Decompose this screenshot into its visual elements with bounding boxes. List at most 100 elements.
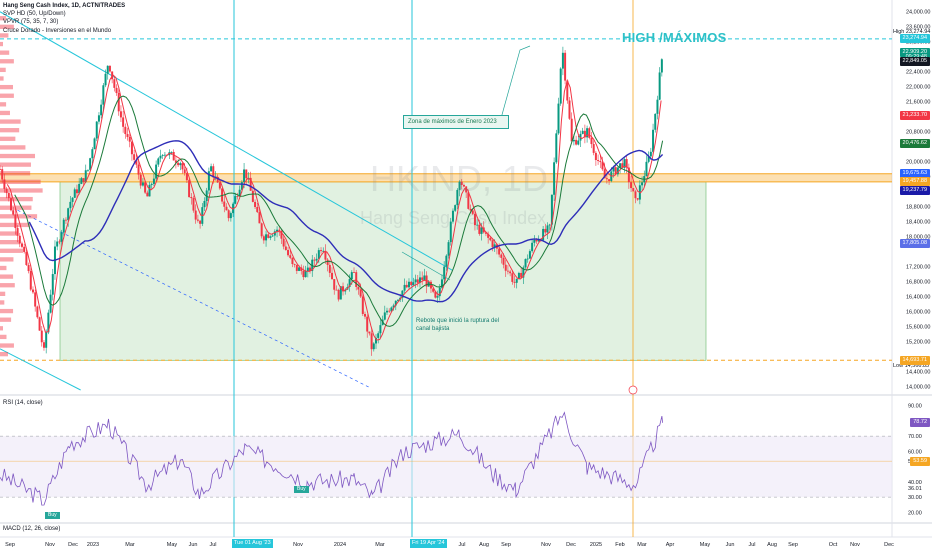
time-tick-label: Apr [666, 542, 675, 548]
candle-body [405, 284, 408, 288]
volume-profile-bar [0, 291, 6, 296]
rsi-tick-label: 20.00 [908, 510, 922, 516]
candle-body [273, 231, 276, 236]
candle-body [82, 178, 85, 183]
candle-body [225, 206, 228, 211]
candle-body [174, 160, 177, 163]
time-tick-label: 2024 [334, 542, 346, 548]
volume-profile-bar [0, 24, 14, 29]
candle-body [271, 235, 274, 237]
rebote-annotation[interactable]: Rebote que inició la ruptura del canal b… [416, 318, 500, 332]
candle-body [656, 99, 659, 114]
candle-body [256, 206, 259, 213]
volume-profile-bar [0, 93, 14, 98]
candle-body [339, 286, 342, 300]
candle-body [599, 161, 602, 163]
candle-body [42, 342, 45, 348]
candle-body [396, 299, 399, 301]
candle-body [95, 121, 98, 139]
time-tick-label: 2023 [87, 542, 99, 548]
candle-body [62, 219, 65, 233]
candle-body [401, 290, 404, 298]
time-tick-label: Dec [884, 542, 894, 548]
candle-body [185, 173, 188, 181]
candle-body [119, 111, 122, 118]
candle-body [616, 167, 619, 175]
candle-body [210, 166, 213, 172]
legend-indicator-svp[interactable]: SVP HD (50, Up/Down) [3, 11, 66, 18]
candle-body [181, 163, 184, 170]
candle-body [456, 189, 459, 206]
rsi-pane-label[interactable]: RSI (14, close) [3, 400, 43, 406]
candle-body [383, 312, 386, 320]
price-tick-label: 20,800.00 [906, 130, 930, 136]
candle-body [557, 103, 560, 134]
candle-body [322, 250, 325, 252]
volume-profile-bar [0, 274, 14, 279]
price-badge: 17,805.08 [899, 239, 930, 249]
candle-body [575, 139, 578, 145]
candle-body [93, 138, 96, 150]
candle-body [194, 210, 197, 220]
candle-body [56, 241, 59, 247]
candle-body [597, 160, 600, 162]
candle-body [517, 272, 520, 279]
candle-body [647, 156, 650, 162]
candle-body [251, 190, 254, 202]
volume-profile-bar [0, 76, 4, 81]
candle-body [436, 296, 439, 298]
candle-body [350, 272, 353, 280]
candle-body [425, 275, 428, 287]
volume-profile-bar [0, 196, 33, 202]
candle-body [555, 133, 558, 163]
legend-indicator-vpvr[interactable]: VPVR (75, 35, 7, 30) [3, 19, 59, 26]
zona-annotation[interactable]: Zona de máximos de Enero 2023 [403, 115, 509, 129]
candle-body [632, 188, 635, 192]
candle-body [150, 183, 153, 185]
zona-pointer [499, 45, 531, 123]
candle-body [487, 233, 490, 238]
candle-body [550, 194, 553, 225]
volume-profile-bar [0, 300, 5, 305]
legend-title[interactable]: Hang Seng Cash Index, 1D, ACTN/TRADES [3, 3, 126, 9]
candle-body [104, 73, 107, 86]
candle-body [570, 118, 573, 142]
volume-profile-bar [0, 248, 24, 253]
candle-body [467, 192, 470, 209]
candle-body [328, 264, 331, 273]
candle-body [449, 221, 452, 243]
time-tick-label: Mar [637, 542, 647, 548]
rsi-tick-label: 36.01 [908, 486, 922, 492]
candle-body [498, 248, 501, 255]
candle-body [199, 220, 202, 224]
candle-body [566, 80, 569, 101]
candle-body [528, 251, 531, 259]
candle-body [392, 305, 395, 308]
candle-body [654, 113, 657, 130]
candle-body [300, 267, 303, 271]
candle-body [234, 196, 237, 204]
price-badge: 23,274.94 [899, 34, 930, 44]
candle-body [429, 281, 432, 289]
candle-body [660, 59, 663, 73]
candle-body [586, 128, 589, 138]
candle-body [258, 212, 261, 224]
volume-profile-bar [0, 50, 10, 55]
volume-profile-bar [0, 67, 6, 73]
volume-profile-bar [0, 308, 14, 314]
candle-body [291, 257, 294, 265]
candle-body [423, 275, 426, 280]
candle-body [583, 130, 586, 138]
channel-lower-line [0, 348, 81, 391]
time-tick-label: Jul [209, 542, 216, 548]
candle-body [172, 151, 175, 161]
candle-body [249, 177, 252, 191]
time-tick-label: Sep [501, 542, 511, 548]
legend-indicator-cruce[interactable]: Cruce Dorado - Inversiones en el Mundo [3, 27, 112, 34]
macd-pane-label[interactable]: MACD (12, 26, close) [3, 526, 61, 532]
volume-profile-bar [0, 84, 13, 90]
candle-body [559, 68, 562, 104]
high-label: High 23,274.94 [893, 29, 931, 35]
